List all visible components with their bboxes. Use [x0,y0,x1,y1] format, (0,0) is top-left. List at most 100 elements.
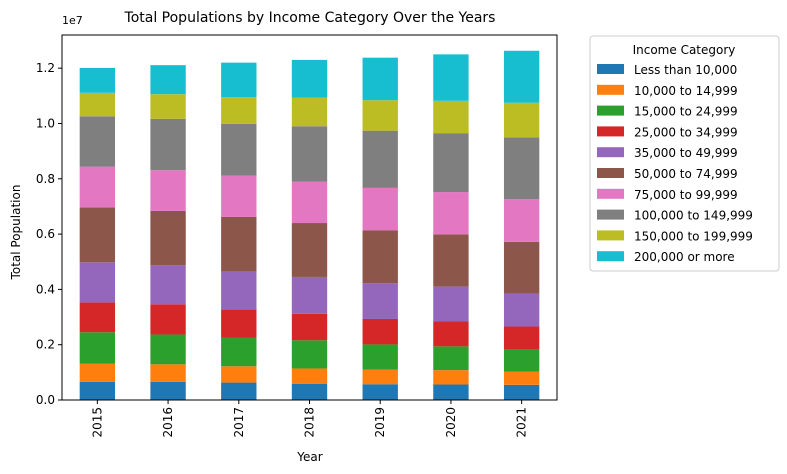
legend-items: Less than 10,000 10,000 to 14,999 15,000 t… [597,63,753,264]
chart-title: Total Populations by Income Category Ove… [124,10,496,26]
bar-segment-2017-series-0 [221,382,257,400]
x-tick-label-2015: 2015 [90,407,104,438]
bar-segment-2015-series-4 [79,262,116,303]
legend-swatch-0 [597,64,624,74]
legend-label-1: 10,000 to 14,999 [634,84,738,98]
legend-label-2: 15,000 to 24,999 [634,105,738,119]
y-tick-label: 0.2 [36,338,55,352]
bar-segment-2020-series-2 [433,346,469,371]
legend-swatch-8 [597,230,624,241]
bar-segment-2021-series-7 [503,137,540,200]
bar-segment-2016-series-8 [150,94,186,119]
y-tick-label: 0.4 [36,282,55,296]
bar-segment-2017-series-1 [221,366,257,383]
bar-segment-2020-series-4 [433,286,469,322]
y-tick-label: 0.6 [36,227,55,241]
x-tick-label-2020: 2020 [444,407,458,438]
bar-segment-2015-series-2 [79,332,116,364]
bar-segment-2019-series-2 [362,344,398,370]
bar-segment-2020-series-9 [433,54,469,101]
bar-segment-2018-series-6 [291,181,328,224]
legend-swatch-5 [597,168,624,178]
bar-segment-2021-series-6 [503,199,540,242]
legend-swatch-4 [597,147,624,158]
bar-segment-2016-series-4 [150,265,186,305]
bar-segment-2016-series-3 [150,304,186,335]
bar-segment-2017-series-9 [221,62,257,98]
bar-segment-2016-series-2 [150,334,186,365]
x-tick-label-2019: 2019 [373,407,387,438]
bar-segment-2020-series-6 [433,192,469,235]
bar-segment-2015-series-8 [79,92,116,117]
bar-segment-2021-series-4 [503,293,540,327]
y-tick-label: 0.0 [36,393,55,407]
legend-title: Income Category [633,43,736,57]
legend-swatch-2 [597,105,624,116]
bar-segment-2018-series-9 [291,59,328,98]
bar-segment-2021-series-2 [503,349,540,372]
bar-segment-2019-series-1 [362,369,398,385]
bar-segment-2016-series-5 [150,210,186,266]
legend-label-4: 35,000 to 49,999 [634,146,738,160]
legend-swatch-1 [597,84,624,95]
bar-segment-2017-series-8 [221,97,257,124]
bar-segment-2016-series-0 [150,381,186,400]
legend-label-9: 200,000 or more [634,250,735,264]
bar-segment-2020-series-3 [433,321,469,347]
legend: Income Category Less than 10,000 10,000 t… [589,35,780,272]
legend-swatch-6 [597,188,624,199]
legend-swatch-3 [597,126,624,137]
y-tick-label: 1.2 [36,61,55,75]
bar-segment-2015-series-9 [79,67,116,93]
legend-swatch-9 [597,251,624,262]
bar-segment-2016-series-1 [150,364,186,382]
bar-segment-2018-series-8 [291,97,328,127]
bar-segment-2018-series-2 [291,340,328,369]
bar-segment-2015-series-0 [79,381,116,400]
bar-segment-2015-series-1 [79,363,116,382]
bar-segment-2019-series-7 [362,130,398,188]
bar-segment-2018-series-1 [291,368,328,384]
bar-segment-2021-series-9 [503,50,540,103]
bar-segment-2015-series-6 [79,166,116,208]
bar-segment-2021-series-3 [503,326,540,350]
bar-segment-2017-series-2 [221,337,257,367]
bar-segment-2017-series-4 [221,271,257,310]
legend-label-7: 100,000 to 149,999 [634,209,753,223]
x-axis-label: Year [296,450,322,464]
bar-segment-2018-series-4 [291,276,328,314]
x-tick-label-2018: 2018 [303,407,317,438]
x-tick-label-2016: 2016 [161,407,175,438]
legend-label-3: 25,000 to 34,999 [634,125,738,139]
legend-label-6: 75,000 to 99,999 [634,188,738,202]
bar-segment-2015-series-7 [79,116,116,167]
bar-segment-2017-series-5 [221,216,257,272]
bar-segment-2017-series-7 [221,123,257,176]
bar-segment-2018-series-3 [291,313,328,341]
bar-segment-2019-series-0 [362,384,398,400]
y-tick-label: 1.0 [36,116,55,130]
bar-segment-2015-series-3 [79,302,116,333]
bar-segment-2019-series-6 [362,187,398,231]
y-offset-label: 1e7 [62,14,83,27]
bar-segment-2016-series-9 [150,65,186,95]
bar-segment-2020-series-8 [433,100,469,134]
bar-segment-2021-series-1 [503,371,540,385]
bar-segment-2018-series-0 [291,383,328,400]
bar-segment-2021-series-5 [503,241,540,294]
bar-segment-2020-series-7 [433,133,469,193]
bar-segment-2015-series-5 [79,207,116,263]
bar-segment-2019-series-8 [362,100,398,131]
legend-frame [589,35,780,272]
bar-layer [79,50,540,400]
legend-label-5: 50,000 to 74,999 [634,167,738,181]
bar-segment-2020-series-0 [433,384,469,400]
axes-layer: 0.0 0.2 0.4 0.6 0.8 1.0 1.2 2015 2016 2017 2018 201… [36,34,558,438]
bar-segment-2017-series-3 [221,309,257,338]
y-tick-label: 0.8 [36,172,55,186]
bar-segment-2017-series-6 [221,175,257,217]
x-tick-label-2021: 2021 [515,407,529,438]
bar-segment-2019-series-5 [362,230,398,284]
x-tick-label-2017: 2017 [232,407,246,438]
